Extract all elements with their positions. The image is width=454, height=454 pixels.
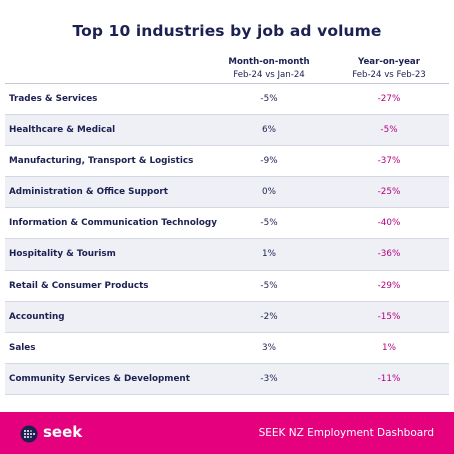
- table-body: Trades & Services -5% -27% Healthcare & Med…: [5, 84, 449, 395]
- industry-label: Community Services & Development: [9, 373, 190, 384]
- table-row: Information & Communication Technology -5…: [5, 208, 449, 240]
- footer-bar: seek SEEK NZ Employment Dashboard: [0, 412, 454, 454]
- table-row: Trades & Services -5% -27%: [5, 84, 449, 116]
- month-on-month-value: -3%: [260, 373, 278, 384]
- industry-label: Healthcare & Medical: [9, 125, 116, 136]
- column-heading: Year-on-year: [358, 57, 420, 67]
- year-on-year-value: -5%: [380, 125, 398, 136]
- table-row: Hospitality & Tourism 1% -36%: [5, 239, 449, 271]
- table-row: Manufacturing, Transport & Logistics -9% -…: [5, 146, 449, 178]
- year-on-year-value: 1%: [382, 342, 396, 353]
- year-on-year-value: -11%: [377, 373, 401, 384]
- month-on-month-value: -5%: [260, 218, 278, 229]
- year-on-year-value: -36%: [377, 249, 401, 260]
- year-on-year-value: -40%: [377, 218, 401, 229]
- month-on-month-value: -5%: [260, 280, 278, 291]
- year-on-year-value: -37%: [377, 156, 401, 167]
- chart-title: Top 10 industries by job ad volume: [72, 22, 382, 40]
- industry-label: Sales: [9, 342, 36, 353]
- month-on-month-value: 3%: [262, 342, 276, 353]
- column-header-year-on-year: Year-on-year Feb-24 vs Feb-23: [324, 56, 454, 82]
- table-row: Administration & Office Support 0% -25%: [5, 177, 449, 209]
- industry-label: Information & Communication Technology: [9, 218, 217, 229]
- table-row: Sales 3% 1%: [5, 333, 449, 364]
- seek-logo-icon: [20, 425, 38, 443]
- column-heading: Month-on-month: [228, 57, 310, 67]
- year-on-year-value: -27%: [377, 94, 401, 104]
- year-on-year-value: -25%: [377, 187, 401, 198]
- month-on-month-value: 0%: [262, 187, 276, 198]
- industry-label: Trades & Services: [9, 94, 98, 104]
- table-row: Accounting -2% -15%: [5, 301, 449, 333]
- month-on-month-value: 6%: [262, 125, 276, 136]
- table-row: Healthcare & Medical 6% -5%: [5, 115, 449, 147]
- industry-label: Administration & Office Support: [9, 187, 168, 198]
- industry-label: Accounting: [9, 311, 65, 322]
- industry-label: Manufacturing, Transport & Logistics: [9, 156, 194, 167]
- industry-label: Hospitality & Tourism: [9, 249, 116, 260]
- month-on-month-value: -2%: [260, 311, 278, 322]
- table-row: Retail & Consumer Products -5% -29%: [5, 271, 449, 302]
- year-on-year-value: -15%: [377, 311, 401, 322]
- month-on-month-value: -9%: [260, 156, 278, 167]
- industry-label: Retail & Consumer Products: [9, 280, 149, 291]
- year-on-year-value: -29%: [377, 280, 401, 291]
- column-subheading: Feb-24 vs Jan-24: [233, 70, 305, 80]
- seek-logo-text: seek: [43, 423, 83, 441]
- footer-title: SEEK NZ Employment Dashboard: [258, 427, 434, 439]
- month-on-month-value: -5%: [260, 94, 278, 104]
- month-on-month-value: 1%: [262, 249, 276, 260]
- header-divider: [5, 83, 449, 84]
- table-row: Community Services & Development -3% -11%: [5, 363, 449, 395]
- column-header-month-on-month: Month-on-month Feb-24 vs Jan-24: [204, 56, 334, 82]
- column-subheading: Feb-24 vs Feb-23: [352, 70, 426, 80]
